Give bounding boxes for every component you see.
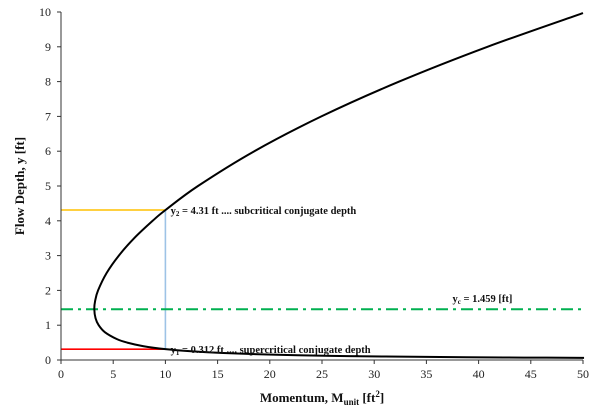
x-tick-label: 5 [110, 367, 116, 381]
x-tick-label: 30 [368, 367, 380, 381]
y2-annotation: y2 = 4.31 ft .... subcritical conjugate … [171, 206, 357, 218]
yc-annotation: yc = 1.459 [ft] [453, 294, 513, 306]
x-tick-label: 10 [159, 367, 171, 381]
y1-annotation: y1 = 0.312 ft .... supercritical conjuga… [171, 345, 371, 357]
y-tick-label: 7 [45, 109, 51, 123]
x-tick-label: 25 [316, 367, 328, 381]
x-tick-label: 15 [212, 367, 224, 381]
y-tick-label: 5 [45, 179, 51, 193]
x-tick-label: 50 [577, 367, 589, 381]
x-tick-label: 0 [58, 367, 64, 381]
x-tick-label: 40 [473, 367, 485, 381]
x-axis-label: Momentum, Munit [ft2] [260, 389, 384, 407]
y-tick-label: 10 [39, 5, 51, 19]
y-tick-label: 2 [45, 283, 51, 297]
y-tick-label: 4 [45, 214, 51, 228]
momentum-curve [93, 12, 585, 359]
x-tick-label: 35 [420, 367, 432, 381]
y-tick-label: 9 [45, 40, 51, 54]
x-tick-label: 20 [264, 367, 276, 381]
y-tick-label: 6 [45, 144, 51, 158]
x-tick-label: 45 [525, 367, 537, 381]
y-tick-label: 1 [45, 318, 51, 332]
y-tick-label: 3 [45, 249, 51, 263]
y-axis-label: Flow Depth, y [ft] [12, 137, 27, 235]
y-tick-label: 8 [45, 75, 51, 89]
y-tick-label: 0 [45, 353, 51, 367]
